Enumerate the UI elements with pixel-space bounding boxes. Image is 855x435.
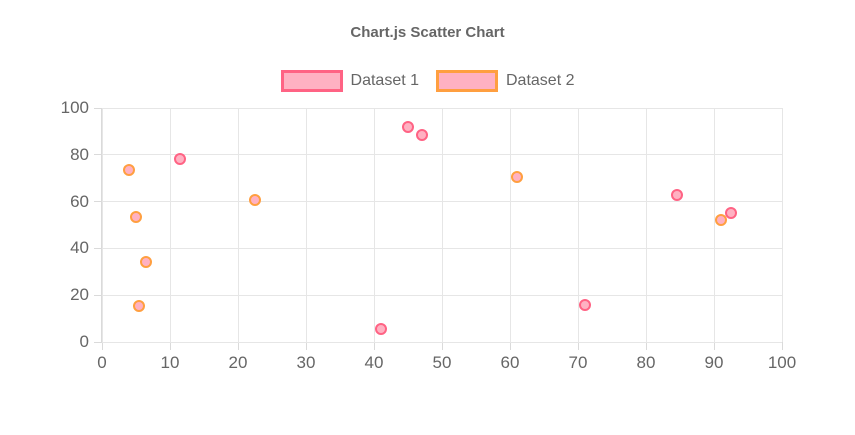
y-gridline [102, 201, 782, 203]
x-tick-label: 100 [767, 353, 797, 372]
legend-swatch-dataset-2 [436, 70, 498, 92]
y-tick-label: 40 [70, 238, 89, 258]
y-tick-label: 100 [60, 98, 89, 117]
y-tick-label: 0 [79, 332, 89, 351]
y-tick-mark [94, 154, 102, 156]
x-tick-label: 90 [704, 353, 724, 372]
scatter-point-dataset-2[interactable] [133, 299, 146, 312]
x-tick-mark [237, 342, 239, 350]
x-gridline [373, 108, 375, 342]
scatter-point-dataset-2[interactable] [123, 164, 136, 176]
x-gridline [237, 108, 239, 342]
y-tick-mark [94, 294, 102, 296]
y-gridline [102, 154, 782, 156]
x-gridline [645, 108, 647, 342]
x-tick-label: 40 [364, 353, 384, 372]
legend-item-dataset-2[interactable]: Dataset 2 [436, 70, 574, 92]
x-tick-label: 70 [568, 353, 588, 372]
legend-label-dataset-2: Dataset 2 [506, 72, 575, 89]
x-tick-label: 50 [432, 353, 452, 372]
scatter-point-dataset-1[interactable] [725, 207, 737, 220]
scatter-point-dataset-2[interactable] [140, 256, 153, 269]
chart-title: Chart.js Scatter Chart [350, 24, 505, 41]
x-tick-label: 60 [500, 353, 520, 372]
x-tick-mark [509, 342, 511, 350]
x-gridline [101, 108, 103, 342]
y-tick-mark [94, 201, 102, 203]
scatter-point-dataset-2[interactable] [130, 210, 142, 223]
x-tick-mark [169, 342, 171, 350]
x-gridline [781, 108, 783, 342]
x-gridline [577, 108, 579, 342]
scatter-point-dataset-1[interactable] [174, 153, 187, 166]
y-tick-mark [94, 341, 102, 343]
x-tick-mark [373, 342, 375, 350]
scatter-point-dataset-1[interactable] [578, 298, 591, 311]
x-gridline [713, 108, 715, 342]
scatter-point-dataset-1[interactable] [670, 188, 683, 201]
x-tick-label: 0 [97, 353, 107, 372]
legend-swatch-dataset-1 [280, 70, 343, 92]
y-gridline [102, 294, 782, 296]
scatter-point-dataset-2[interactable] [714, 214, 727, 227]
plot-area: 0 10 20 30 40 50 60 70 80 90 100 0 20 40 60 80 100 [61, 98, 797, 372]
x-tick-mark [781, 342, 783, 350]
x-gridline [509, 108, 511, 342]
scatter-point-dataset-1[interactable] [374, 323, 387, 336]
x-tick-mark [305, 342, 307, 350]
x-tick-mark [101, 342, 103, 350]
scatter-point-dataset-1[interactable] [415, 128, 428, 141]
y-tick-label: 60 [70, 191, 89, 211]
x-tick-mark [577, 342, 579, 350]
legend-item-dataset-1[interactable]: Dataset 1 [280, 70, 419, 92]
x-tick-mark [645, 342, 647, 350]
x-tick-label: 10 [160, 353, 180, 372]
y-gridline [102, 341, 782, 343]
scatter-point-dataset-1[interactable] [402, 120, 414, 133]
x-tick-label: 20 [228, 353, 248, 372]
x-tick-mark [441, 342, 443, 350]
y-tick-mark [94, 107, 102, 109]
legend: Dataset 1 Dataset 2 [0, 70, 855, 92]
x-gridline [441, 108, 443, 342]
scatter-point-dataset-2[interactable] [249, 194, 261, 207]
y-tick-label: 20 [70, 285, 89, 305]
x-tick-label: 80 [636, 353, 656, 372]
x-tick-label: 30 [296, 353, 316, 372]
y-tick-label: 80 [70, 144, 89, 164]
y-gridline [102, 247, 782, 249]
x-gridline [305, 108, 307, 342]
legend-label-dataset-1: Dataset 1 [350, 72, 419, 89]
y-gridline [102, 107, 782, 109]
scatter-point-dataset-2[interactable] [510, 171, 523, 184]
x-gridline [169, 108, 171, 342]
y-tick-mark [94, 247, 102, 249]
x-tick-mark [713, 342, 715, 350]
